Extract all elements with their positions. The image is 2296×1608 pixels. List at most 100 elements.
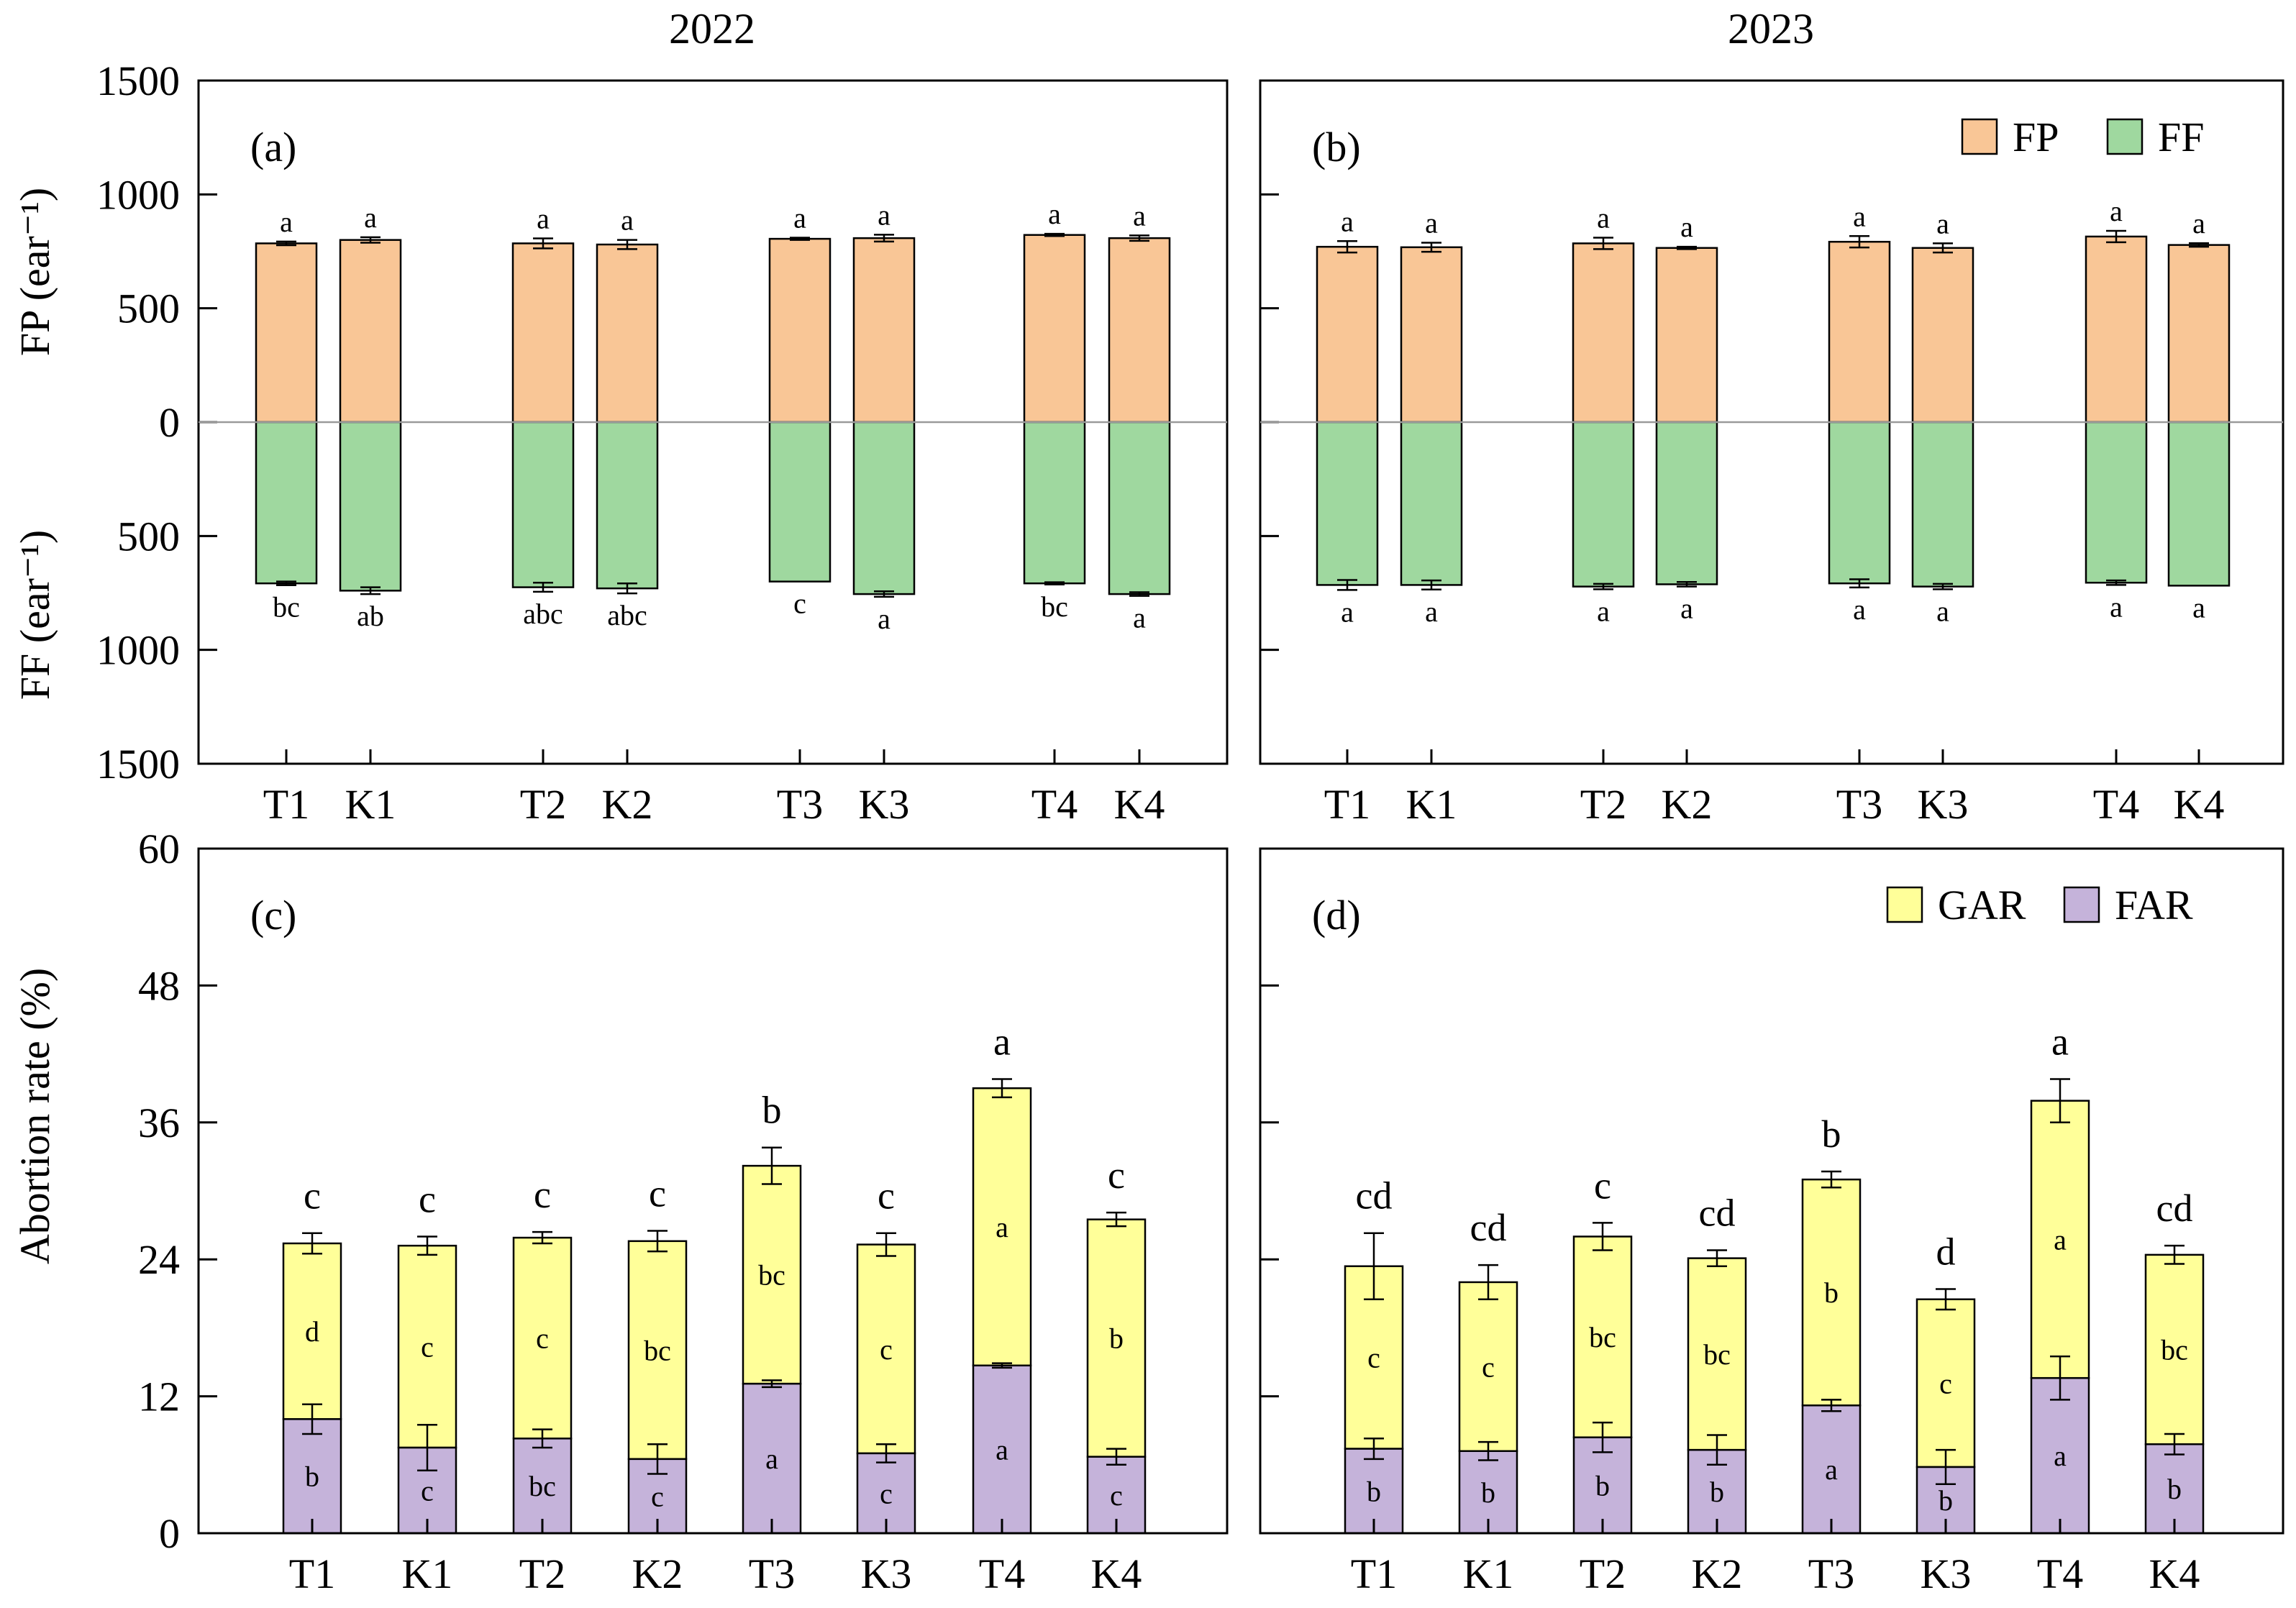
data-label-gar: b: [1824, 1276, 1839, 1309]
bar-fp: [852, 237, 916, 424]
bar-fp: [1316, 245, 1379, 424]
x-tick-label: K4: [2174, 781, 2225, 828]
data-label-fp: a: [1936, 207, 1949, 239]
panel-d-label: (d): [1312, 892, 1361, 938]
data-label-total: c: [649, 1172, 666, 1215]
data-label-far: a: [765, 1443, 778, 1475]
data-label-gar: a: [996, 1211, 1008, 1243]
data-label-fp: a: [2110, 195, 2123, 227]
bar-ff: [2085, 421, 2148, 584]
x-tick-label: T4: [2093, 781, 2139, 828]
bar-fp: [1023, 234, 1086, 424]
bar-gar: [856, 1243, 916, 1455]
data-label-gar: bc: [1589, 1321, 1616, 1353]
data-label-total: a: [2051, 1020, 2069, 1064]
data-label-gar: c: [880, 1333, 893, 1366]
data-label-fp: a: [364, 201, 377, 234]
bar-fp: [255, 242, 318, 424]
panel-b-label: (b): [1312, 124, 1361, 170]
data-label-ff: bc: [1041, 590, 1068, 623]
bar-ff: [852, 421, 916, 595]
data-label-total: c: [1108, 1154, 1125, 1197]
data-label-ff: abc: [523, 598, 563, 630]
y-tick-label: 1500: [96, 741, 180, 787]
y-axis-label-abortion: Abortion rate (%): [12, 968, 58, 1264]
y-axis-label-ff: FF (ear⁻¹): [12, 530, 58, 700]
x-tick-label: T1: [1324, 781, 1370, 828]
panel-c-frame: [197, 847, 1229, 1535]
bar-far: [1572, 1436, 1633, 1535]
data-label-gar: c: [421, 1331, 434, 1363]
x-tick-label: K4: [2149, 1550, 2200, 1597]
data-label-far: b: [1595, 1469, 1610, 1502]
data-label-far: a: [1825, 1453, 1838, 1486]
data-label-fp: a: [537, 202, 550, 234]
y-tick-label: 0: [159, 1510, 180, 1557]
x-tick-label: T3: [777, 781, 823, 828]
legend-swatch-far: [2063, 886, 2100, 923]
x-tick-label: T1: [289, 1550, 335, 1597]
data-label-ff: a: [1133, 602, 1146, 634]
data-label-fp: a: [1048, 198, 1061, 230]
x-tick-label: T2: [519, 1550, 565, 1597]
x-tick-label: T1: [263, 781, 309, 828]
data-label-fp: a: [2192, 207, 2205, 239]
data-label-total: c: [878, 1174, 895, 1218]
panel-c-label: (c): [250, 892, 296, 938]
bar-fp: [511, 242, 575, 424]
data-label-total: cd: [2156, 1187, 2193, 1230]
bar-gar: [1086, 1218, 1147, 1458]
x-tick-label: K3: [1918, 781, 1969, 828]
data-label-ff: a: [878, 603, 890, 635]
data-label-ff: a: [1341, 595, 1354, 628]
data-label-fp: a: [793, 202, 806, 234]
x-tick-label: T2: [520, 781, 566, 828]
bar-far: [1801, 1404, 1862, 1535]
data-label-far: c: [880, 1477, 893, 1509]
bar-ff: [511, 421, 575, 588]
bar-fp: [1572, 242, 1635, 424]
y-tick-label: 1000: [96, 171, 180, 218]
data-label-total: b: [1822, 1113, 1841, 1156]
bar-fp: [2085, 235, 2148, 424]
data-label-fp: a: [1341, 205, 1354, 237]
data-label-ff: ab: [357, 600, 384, 632]
bar-ff: [1911, 421, 1974, 588]
bar-ff: [2167, 421, 2231, 587]
panel-d-frame: [1259, 847, 2284, 1535]
data-label-ff: a: [2192, 591, 2205, 623]
data-label-fp: a: [1680, 211, 1693, 243]
bar-far: [972, 1364, 1032, 1535]
x-tick-label: K1: [1463, 1550, 1514, 1597]
data-label-far: b: [1481, 1476, 1495, 1509]
data-label-gar: c: [1367, 1342, 1380, 1374]
data-label-ff: a: [1936, 595, 1949, 627]
y-tick-label: 500: [117, 513, 180, 559]
bar-ff: [255, 421, 318, 585]
bar-fp: [1828, 240, 1891, 424]
data-label-gar: bc: [2161, 1334, 2188, 1366]
bar-far: [512, 1438, 573, 1535]
x-tick-label: T2: [1580, 781, 1626, 828]
data-label-far: bc: [529, 1470, 556, 1502]
bar-far: [2144, 1443, 2205, 1535]
data-label-far: b: [2167, 1473, 2182, 1505]
data-label-ff: a: [1425, 595, 1438, 628]
axes-layer: [197, 79, 2284, 1535]
x-tick-label: K2: [1662, 781, 1713, 828]
bar-ff: [1828, 421, 1891, 585]
data-label-ff: bc: [273, 591, 300, 623]
data-label-total: cd: [1470, 1206, 1507, 1249]
data-label-fp: a: [878, 198, 890, 231]
bar-ff: [339, 421, 402, 592]
data-label-total: c: [534, 1173, 551, 1216]
x-tick-label: T4: [979, 1550, 1025, 1597]
data-label-gar: c: [1482, 1351, 1495, 1383]
data-label-ff: a: [1680, 593, 1693, 625]
data-label-ff: abc: [607, 599, 647, 631]
legend-label-far: FAR: [2115, 882, 2193, 928]
bar-gar: [1572, 1235, 1633, 1438]
x-tick-label: K2: [602, 781, 653, 828]
data-label-total: cd: [1356, 1174, 1393, 1218]
